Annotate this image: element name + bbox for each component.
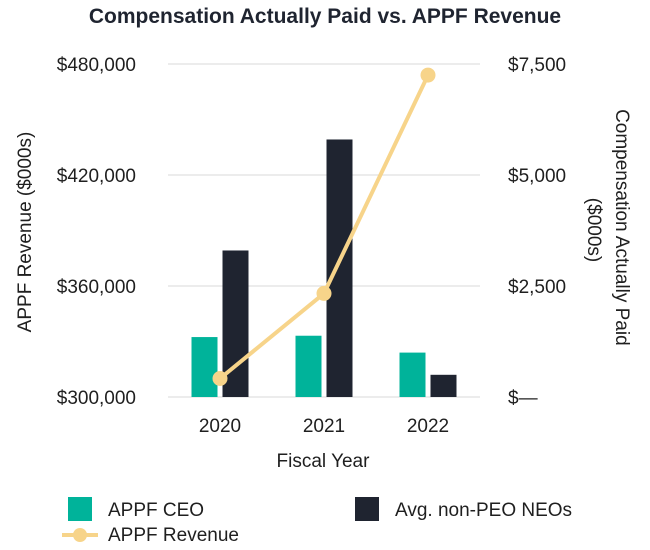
chart-title: Compensation Actually Paid vs. APPF Reve… (89, 5, 561, 28)
x-axis-ticks: 2020 2021 2022 (199, 416, 449, 437)
right-tick-label: $— (508, 388, 538, 409)
bar-ceo-2021 (295, 335, 322, 397)
bar-ceo-2022 (399, 352, 426, 397)
right-tick-label: $5,000 (508, 166, 566, 187)
legend: APPF CEO Avg. non-PEO NEOs APPF Revenue (62, 497, 572, 546)
legend-label-neos: Avg. non-PEO NEOs (395, 500, 572, 521)
legend-swatch-neos (355, 497, 379, 521)
x-tick-label: 2020 (199, 416, 241, 437)
revenue-line-group (212, 67, 436, 386)
x-axis-label: Fiscal Year (277, 451, 371, 472)
right-axis-ticks: $— $2,500 $5,000 $7,500 (508, 55, 566, 409)
right-axis-label-line1: Compensation Actually Paid (611, 109, 632, 346)
revenue-point-2021 (316, 285, 332, 301)
revenue-point-2020 (212, 371, 228, 386)
left-axis-label: APPF Revenue ($000s) (15, 132, 36, 333)
bar-ceo-2020 (191, 337, 218, 397)
legend-label-ceo: APPF CEO (108, 500, 204, 521)
right-tick-label: $2,500 (508, 277, 566, 298)
bars (191, 139, 457, 398)
gridlines (168, 63, 480, 398)
legend-marker-revenue (73, 528, 87, 542)
bar-neos-2022 (430, 374, 457, 397)
left-tick-label: $300,000 (57, 388, 136, 409)
legend-label-revenue: APPF Revenue (108, 525, 239, 546)
revenue-point-2022 (420, 67, 436, 83)
legend-swatch-ceo (68, 497, 92, 521)
revenue-line (218, 74, 430, 381)
left-tick-label: $480,000 (57, 55, 136, 76)
left-tick-label: $360,000 (57, 277, 136, 298)
right-tick-label: $7,500 (508, 55, 566, 76)
x-tick-label: 2021 (303, 416, 345, 437)
left-axis-ticks: $300,000 $360,000 $420,000 $480,000 (57, 55, 136, 409)
left-tick-label: $420,000 (57, 166, 136, 187)
x-tick-label: 2022 (407, 416, 449, 437)
right-axis-label-line2: ($000s) (583, 198, 604, 262)
bar-neos-2021 (326, 139, 353, 398)
right-axis-label: Compensation Actually Paid ($000s) (583, 109, 632, 351)
